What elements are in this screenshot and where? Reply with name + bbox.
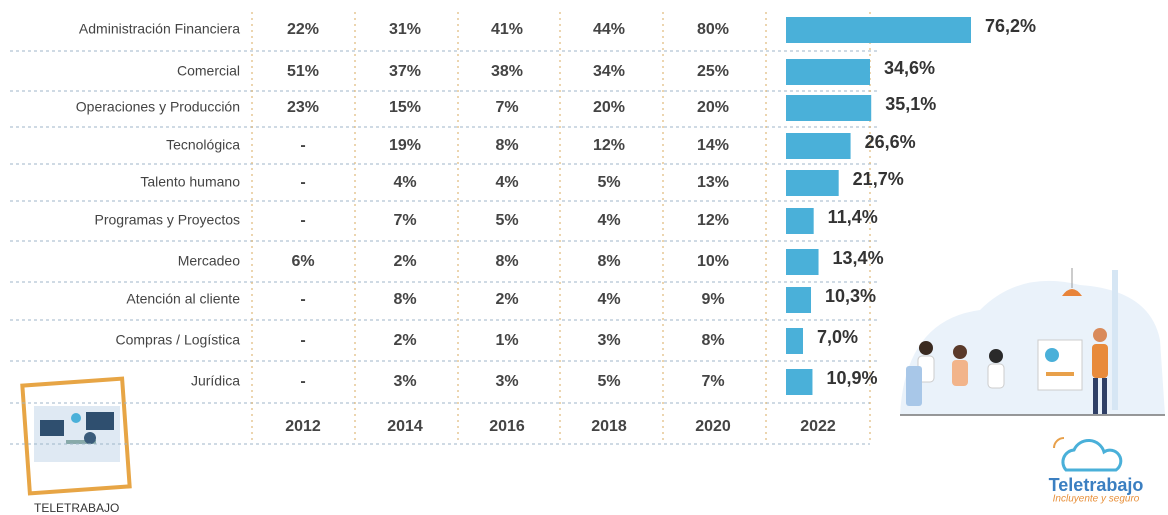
bar-label: 26,6% [865,132,916,152]
cell: 3% [495,373,518,390]
year-header: 2012 [285,418,321,435]
bar [786,369,812,395]
bar-label: 10,3% [825,286,876,306]
year-header: 2018 [591,418,627,435]
row-label: Administración Financiera [79,21,240,37]
bar [786,59,870,85]
left-caption: TELETRABAJO [34,501,119,515]
cell: 2% [495,291,518,308]
cell: 37% [389,63,421,80]
year-header: 2016 [489,418,525,435]
bar [786,249,819,275]
cell: - [300,174,305,191]
bar [786,17,971,43]
cell: 5% [597,373,620,390]
cell: 23% [287,99,319,116]
bar-label: 34,6% [884,58,935,78]
bar-label: 10,9% [826,368,877,388]
cell: 38% [491,63,523,80]
cell: 12% [697,212,729,229]
cell: 1% [495,332,518,349]
cell: 15% [389,99,421,116]
cell: 7% [393,212,416,229]
cell: 41% [491,21,523,38]
cell: 2% [393,253,416,270]
bar-label: 35,1% [885,94,936,114]
cell: 4% [597,212,620,229]
bar [786,170,839,196]
cell: 20% [697,99,729,116]
bar-label: 7,0% [817,327,858,347]
bar-label: 13,4% [833,248,884,268]
cell: 20% [593,99,625,116]
brand-tagline: Incluyente y seguro [1053,494,1140,505]
cell: 8% [393,291,416,308]
row-label: Compras / Logística [116,332,241,348]
cell: 5% [597,174,620,191]
brand-logo [1054,438,1121,470]
cell: 5% [495,212,518,229]
bar [786,208,814,234]
cell: 7% [495,99,518,116]
cell: - [300,137,305,154]
row-label: Atención al cliente [126,291,240,307]
cell: 8% [495,253,518,270]
row-label: Tecnológica [166,137,240,153]
cell: 3% [393,373,416,390]
brand-name: Teletrabajo [1049,475,1144,495]
cell: - [300,212,305,229]
cell: 14% [697,137,729,154]
row-label: Mercadeo [178,253,240,269]
cell: 34% [593,63,625,80]
cell: 25% [697,63,729,80]
cell: 4% [495,174,518,191]
year-header: 2022 [800,418,836,435]
cell: - [300,291,305,308]
cell: 19% [389,137,421,154]
cell: 8% [495,137,518,154]
cell: - [300,332,305,349]
cell: 44% [593,21,625,38]
cell: 8% [597,253,620,270]
cell: 2% [393,332,416,349]
left-illustration [22,379,129,494]
cell: 3% [597,332,620,349]
bar-label: 21,7% [853,169,904,189]
row-label: Jurídica [191,373,240,389]
bar [786,133,851,159]
cell: - [300,373,305,390]
cell: 4% [597,291,620,308]
right-illustration [900,268,1165,415]
cell: 13% [697,174,729,191]
cell: 12% [593,137,625,154]
cell: 10% [697,253,729,270]
year-header: 2014 [387,418,423,435]
row-label: Talento humano [140,174,240,190]
cell: 80% [697,21,729,38]
cell: 9% [701,291,724,308]
cell: 6% [291,253,314,270]
bar [786,95,871,121]
bar [786,328,803,354]
cell: 7% [701,373,724,390]
cell: 4% [393,174,416,191]
row-label: Comercial [177,63,240,79]
cell: 31% [389,21,421,38]
cell: 8% [701,332,724,349]
cell: 51% [287,63,319,80]
bar-label: 76,2% [985,16,1036,36]
year-header: 2020 [695,418,731,435]
bar-label: 11,4% [828,207,878,227]
row-label: Operaciones y Producción [76,99,240,115]
bar [786,287,811,313]
row-label: Programas y Proyectos [95,212,241,228]
cell: 22% [287,21,319,38]
infographic: TELETRABAJO Teletrabajo Incluyente y seg… [0,0,1168,515]
